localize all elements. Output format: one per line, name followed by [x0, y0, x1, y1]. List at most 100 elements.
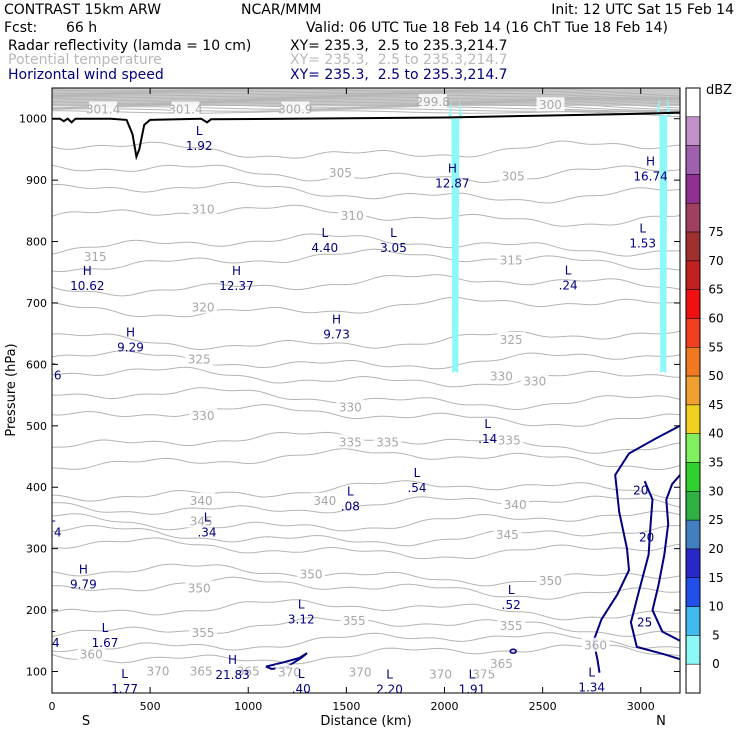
isentrope-label-bg: [275, 664, 304, 679]
isentrope-label: 365: [190, 665, 213, 679]
isentrope-label: 305: [502, 169, 525, 183]
colorbar-level-label: 50: [708, 369, 723, 383]
isentrope-label: 365: [237, 665, 260, 679]
wind-extremum-value: .16: [42, 369, 61, 383]
wind-extremum-letter: L: [390, 226, 397, 240]
isentrope: [52, 330, 680, 351]
colorbar-level-label: 70: [708, 254, 723, 268]
isentrope-band-line: [52, 102, 680, 111]
wind-extremum-letter: L: [639, 222, 646, 236]
wind-extremum-value: 2.20: [376, 683, 403, 697]
y-tick-label: 700: [26, 297, 47, 310]
wind-extremum-letter: L: [588, 666, 595, 680]
isentrope-label-bg: [497, 252, 526, 267]
isentrope-label: 350: [300, 567, 323, 581]
wind-extremum-value: 12.87: [435, 176, 469, 190]
isentrope-label-bg: [189, 407, 218, 422]
colorbar-swatch: [685, 635, 701, 665]
isentrope-label: 330: [490, 370, 513, 384]
isentrope-label-bg: [493, 527, 522, 542]
isentrope: [52, 274, 680, 297]
isentrope-label: 370: [349, 666, 372, 680]
wind-extremum-value: .52: [502, 598, 521, 612]
colorbar-level-label: 55: [708, 340, 723, 354]
model-title: CONTRAST 15km ARW: [4, 2, 162, 18]
wind-extremum-letter: H: [126, 325, 135, 339]
isentrope-label: 355: [500, 619, 523, 633]
isentrope-label-bg: [187, 492, 216, 507]
isentrope-label-bg: [536, 97, 565, 112]
colorbar-swatch: [685, 260, 701, 290]
valid-time: Valid: 06 UTC Tue 18 Feb 14 (16 ChT Tue …: [306, 20, 669, 36]
colorbar-swatch: [685, 548, 701, 579]
isentrope-label-bg: [336, 434, 365, 449]
fcst-value: 66 h: [66, 20, 98, 36]
wind-extremum-letter: H: [448, 161, 457, 175]
isentrope-label-bg: [497, 331, 526, 346]
isentrope-label-bg: [336, 399, 365, 414]
isentrope-label: 340: [313, 494, 336, 508]
wind-extremum-letter: H: [228, 653, 237, 667]
isentrope-label: 299.8: [416, 95, 450, 109]
y-tick-label: 600: [26, 358, 47, 371]
isentrope: [52, 366, 680, 388]
wind-extremum-letter: L: [121, 667, 128, 681]
wind-extremum-value: .14: [42, 525, 61, 539]
colorbar-level-label: 25: [708, 513, 723, 527]
isentrope-label-bg: [487, 656, 516, 671]
isentrope-label-bg: [497, 618, 526, 633]
isentrope-band-line: [52, 100, 680, 109]
isentrope-label: 370: [278, 666, 301, 680]
isentrope-label: 335: [498, 434, 521, 448]
isentrope: [52, 431, 680, 454]
isentrope: [52, 599, 680, 621]
isentrope: [52, 495, 680, 515]
wind-extremum-letter: L: [196, 124, 203, 138]
endpoint-label-south: S: [82, 714, 90, 729]
wind-extremum-value: 1.53: [629, 237, 656, 251]
wind-extremum-value: 3.05: [380, 241, 407, 255]
colorbar-swatch: [685, 174, 701, 204]
isentrope-label: 375: [472, 668, 495, 682]
isentrope-label-bg: [487, 368, 516, 383]
colorbar-swatch: [685, 462, 701, 492]
wind-extremum-value: .40: [292, 682, 311, 696]
wind-extremum-value: 1.91: [459, 683, 486, 697]
isentrope: [52, 387, 680, 411]
wind-extremum-value: .14: [478, 432, 497, 446]
fcst-label: Fcst:: [4, 20, 38, 36]
wind-contour-closed: [265, 652, 308, 671]
colorbar-level-label: 40: [708, 427, 723, 441]
field-wind-xy: XY= 235.3, 2.5 to 235.3,214.7: [290, 67, 508, 83]
isentrope-label: 360: [80, 647, 103, 661]
axes: 0 500 1000 1500 2000 2500 3000 100 200 300 400 500 6…: [19, 88, 680, 713]
isentrope-label-bg: [338, 207, 367, 222]
isentrope-label: 335: [376, 435, 399, 449]
x-tick-label: 3000: [627, 700, 655, 713]
isentrope: [52, 164, 680, 184]
colorbar-level-label: 0: [712, 657, 720, 671]
reflectivity-columns: [448, 95, 671, 374]
wind-extremum-value: .34: [197, 525, 216, 539]
y-tick-label: 400: [26, 481, 47, 494]
colorbar-swatch: [685, 404, 701, 434]
wind-extremum-value: 10.62: [70, 279, 104, 293]
colorbar-unit-label: dBZ: [706, 83, 732, 98]
reflectivity-column-5dbz: [448, 98, 463, 374]
y-tick-label: 800: [26, 236, 47, 249]
wind-extremum-value: 12.37: [219, 279, 253, 293]
wind-extremum-letter: L: [49, 621, 56, 635]
source-label: NCAR/MMM: [241, 2, 322, 18]
isentrope: [52, 248, 680, 272]
wind-extremum-letter: H: [332, 313, 341, 327]
colorbar-swatch: [685, 663, 701, 694]
isentrope-band-line: [52, 108, 680, 115]
wind-extremum-value: 4.40: [311, 241, 338, 255]
isentrope-label-bg: [187, 513, 216, 528]
field-wind-name: Horizontal wind speed: [8, 67, 164, 83]
isentrope-label-bg: [185, 580, 214, 595]
isentrope-lines: [52, 140, 680, 665]
wind-extremum-letter: H: [79, 563, 88, 577]
terrain-profile: [52, 111, 680, 161]
